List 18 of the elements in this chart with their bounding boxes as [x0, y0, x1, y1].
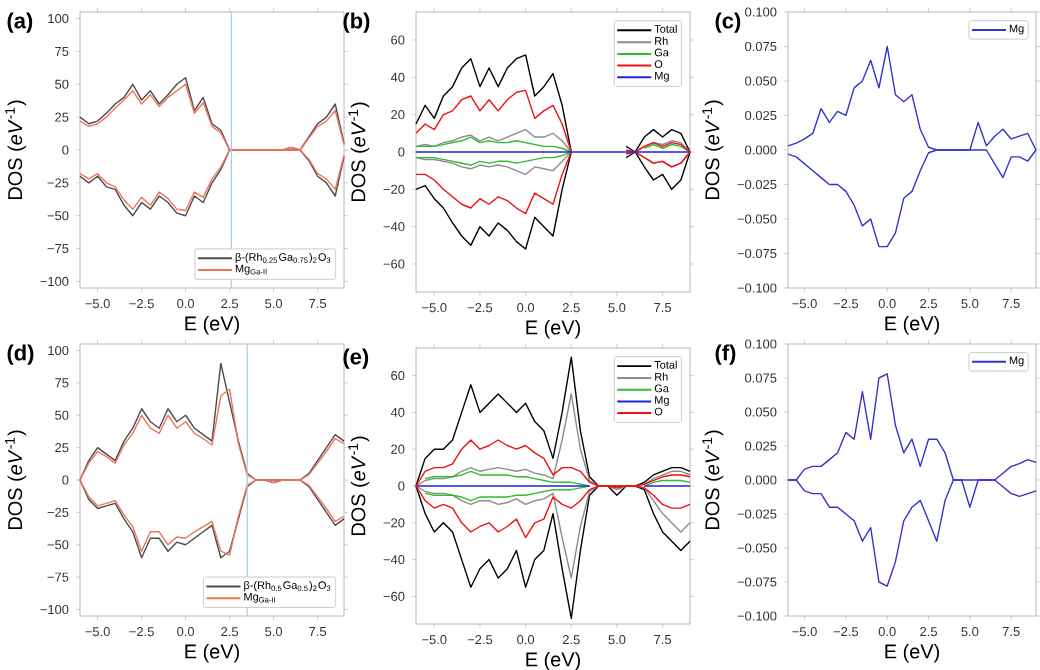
- text: (f): [715, 344, 736, 365]
- x-axis-title: E (eV): [885, 643, 939, 663]
- x-axis-title: E (eV): [885, 315, 939, 335]
- text: (d): [7, 344, 34, 365]
- y-axis-title: DOS (eV$^{-1}$): [348, 102, 370, 202]
- x-axis-title: E (eV): [526, 319, 580, 339]
- x-axis-title: E (eV): [185, 315, 239, 335]
- annotation: (b): [343, 12, 370, 33]
- text: (a): [7, 12, 33, 33]
- x-axis-title: E (eV): [185, 643, 239, 663]
- text: (c): [715, 12, 741, 33]
- y-axis-title: DOS (eV$^{-1}$): [5, 430, 27, 530]
- annotation: (e): [343, 348, 369, 369]
- y-axis-title: DOS (eV$^{-1}$): [5, 100, 27, 200]
- y-axis-title: DOS (eV$^{-1}$): [702, 430, 724, 530]
- y-axis-title: DOS (eV$^{-1}$): [348, 436, 370, 536]
- x-axis-title: E (eV): [526, 651, 580, 670]
- y-axis-title: DOS (eV$^{-1}$): [702, 100, 724, 200]
